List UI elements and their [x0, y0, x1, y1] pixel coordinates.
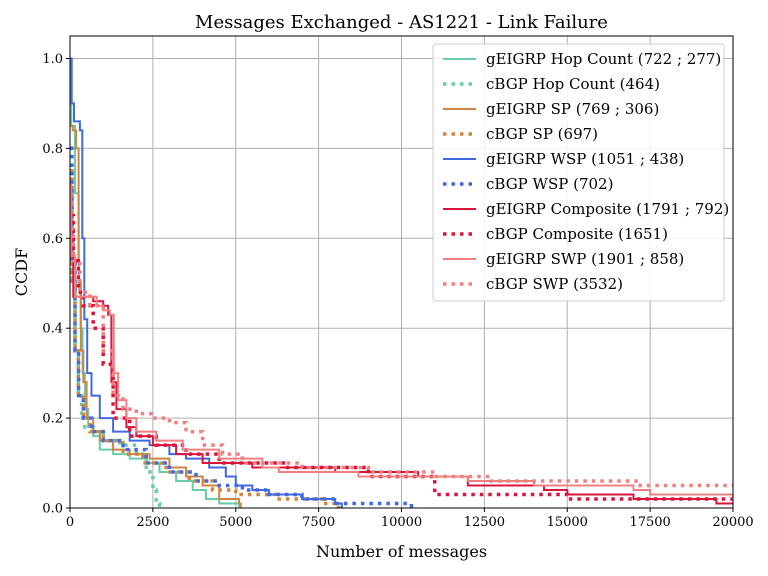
series-line-2 — [70, 124, 242, 508]
legend-label-4: gEIGRP WSP (1051 ; 438) — [486, 150, 684, 168]
x-tick-label: 2500 — [136, 515, 169, 530]
y-tick-label: 0.6 — [42, 232, 63, 247]
series-layer — [70, 57, 733, 508]
x-tick-label: 0 — [66, 515, 74, 530]
y-tick-label: 0.8 — [42, 142, 63, 157]
x-tick-label: 17500 — [629, 515, 670, 530]
legend-label-8: gEIGRP SWP (1901 ; 858) — [486, 250, 684, 268]
x-tick-label: 12500 — [464, 515, 505, 530]
x-tick-label: 15000 — [547, 515, 588, 530]
x-tick-label: 10000 — [381, 515, 422, 530]
series-line-9 — [70, 227, 733, 488]
legend-label-2: gEIGRP SP (769 ; 306) — [486, 100, 659, 118]
y-tick-label: 0.4 — [42, 322, 63, 337]
chart-title: Messages Exchanged - AS1221 - Link Failu… — [195, 12, 608, 33]
y-tick-label: 0.2 — [42, 412, 63, 427]
legend-label-0: gEIGRP Hop Count (722 ; 277) — [486, 50, 721, 68]
ticks: 0 2500 5000 7500 10000 12500 15000 17500 20000 0.… — [42, 52, 753, 530]
y-tick-label: 1.0 — [42, 52, 63, 67]
legend: gEIGRP Hop Count (722 ; 277) cBGP Hop Cou… — [432, 43, 729, 302]
legend-label-7: cBGP Composite (1651) — [486, 225, 668, 243]
x-tick-label: 5000 — [219, 515, 252, 530]
y-axis-label: CCDF — [12, 248, 31, 296]
x-tick-label: 20000 — [712, 515, 753, 530]
legend-label-6: gEIGRP Composite (1791 ; 792) — [486, 200, 729, 218]
x-axis-label: Number of messages — [316, 542, 487, 561]
legend-box — [432, 43, 725, 302]
legend-label-5: cBGP WSP (702) — [486, 175, 613, 193]
y-tick-label: 0.0 — [42, 502, 63, 517]
legend-label-3: cBGP SP (697) — [486, 125, 598, 143]
legend-label-9: cBGP SWP (3532) — [486, 275, 623, 293]
series-line-5 — [70, 146, 414, 508]
x-tick-label: 7500 — [302, 515, 335, 530]
series-line-6 — [70, 183, 733, 505]
series-line-7 — [70, 214, 733, 501]
legend-label-1: cBGP Hop Count (464) — [486, 75, 660, 93]
